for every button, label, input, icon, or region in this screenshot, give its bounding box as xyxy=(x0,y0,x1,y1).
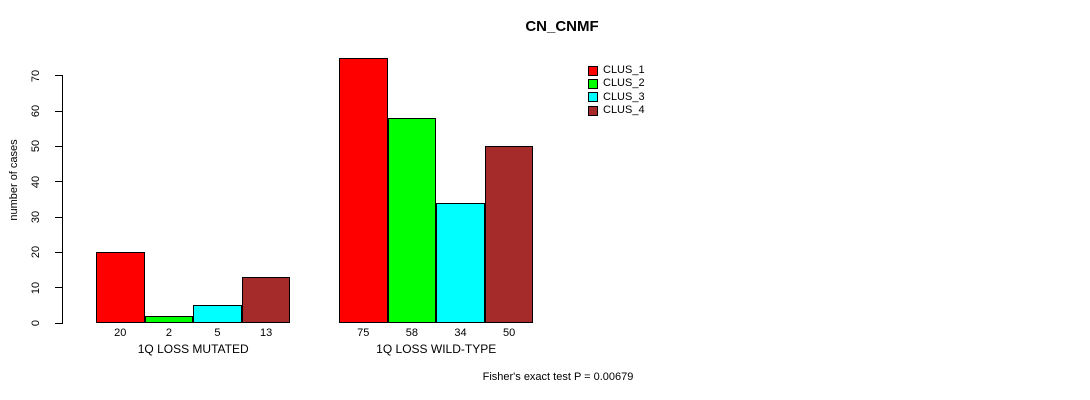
fisher-test-annotation: Fisher's exact test P = 0.00679 xyxy=(482,371,634,383)
bar-value-label: 58 xyxy=(405,327,419,339)
legend-label: CLUS_4 xyxy=(603,104,645,117)
y-axis-tick xyxy=(55,145,63,147)
y-axis-tick-label: 30 xyxy=(30,210,42,224)
group-label: 1Q LOSS WILD-TYPE xyxy=(376,342,497,356)
legend-item-clus_3: CLUS_3 xyxy=(588,91,645,104)
bar-clus_3 xyxy=(436,202,485,323)
y-axis-tick xyxy=(55,110,63,112)
y-axis-tick-label: 60 xyxy=(30,104,42,118)
legend-item-clus_1: CLUS_1 xyxy=(588,64,645,77)
clus_2-color-swatch xyxy=(588,78,598,89)
bar-value-label: 2 xyxy=(165,327,172,339)
bar-clus_2 xyxy=(387,118,437,323)
chart-title: CN_CNMF xyxy=(525,18,599,35)
bar-value-label: 20 xyxy=(114,327,127,339)
y-axis-tick-label: 0 xyxy=(30,319,42,327)
bar-clus_4 xyxy=(241,277,291,323)
y-axis-tick xyxy=(55,181,63,183)
legend-label: CLUS_1 xyxy=(603,64,645,77)
bar-clus_4 xyxy=(484,146,534,323)
group-label: 1Q LOSS MUTATED xyxy=(137,342,249,356)
clus_1-color-swatch xyxy=(588,65,598,76)
y-axis-tick-label: 10 xyxy=(30,281,42,294)
y-axis-tick-label: 70 xyxy=(30,69,42,82)
y-axis-tick xyxy=(55,216,63,218)
bar-clus_2 xyxy=(144,315,194,323)
bar-value-label: 50 xyxy=(502,327,516,339)
y-axis-tick-label: 50 xyxy=(30,140,42,153)
clus_3-color-swatch xyxy=(588,92,598,103)
legend-label: CLUS_2 xyxy=(603,77,645,90)
y-axis-tick xyxy=(55,75,63,77)
y-axis-tick xyxy=(55,251,63,253)
y-axis-tick xyxy=(55,322,63,324)
y-axis-tick-label: 20 xyxy=(30,246,42,259)
y-axis-tick-label: 40 xyxy=(30,175,42,188)
y-axis-line xyxy=(62,75,63,324)
clus_4-color-swatch xyxy=(588,105,598,116)
bar-value-label: 75 xyxy=(357,327,370,339)
bar-value-label: 5 xyxy=(214,327,221,339)
legend-item-clus_2: CLUS_2 xyxy=(588,77,645,90)
bar-clus_1 xyxy=(339,58,388,323)
y-axis-label: number of cases xyxy=(8,139,20,221)
bar-clus_1 xyxy=(96,252,145,323)
legend-item-clus_4: CLUS_4 xyxy=(588,104,645,117)
bar-value-label: 34 xyxy=(454,327,467,339)
bar-value-label: 13 xyxy=(259,327,273,339)
bar-clus_3 xyxy=(193,305,242,323)
legend-label: CLUS_3 xyxy=(603,90,645,103)
y-axis-tick xyxy=(55,287,63,289)
legend: CLUS_1 CLUS_2 CLUS_3 CLUS_4 xyxy=(588,64,645,117)
